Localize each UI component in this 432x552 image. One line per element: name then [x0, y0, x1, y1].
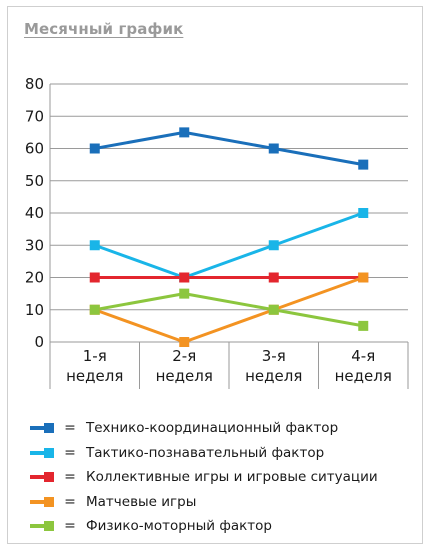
data-point	[268, 240, 279, 251]
legend-equals: =	[64, 420, 76, 437]
legend-label: Тактико-познавательный фактор	[86, 444, 325, 461]
legend-swatch	[30, 519, 54, 533]
data-point	[358, 208, 369, 218]
data-point	[358, 320, 369, 331]
y-tick-label: 10	[25, 301, 44, 319]
legend-equals: =	[64, 444, 76, 461]
x-tick-label: неделя	[245, 367, 302, 385]
legend-equals: =	[64, 493, 76, 510]
legend-swatch	[30, 470, 54, 484]
legend-equals: =	[64, 469, 76, 486]
y-tick-label: 70	[25, 107, 44, 125]
legend-swatch-line	[30, 475, 48, 480]
data-point	[89, 272, 100, 283]
y-tick-label: 50	[25, 172, 44, 190]
legend-swatch-marker	[44, 423, 54, 434]
series-line-3	[94, 276, 364, 344]
legend-swatch	[30, 495, 54, 509]
x-tick-label: 4-я	[351, 347, 375, 365]
x-tick-label: 1-я	[83, 347, 107, 365]
x-tick-label: неделя	[156, 367, 213, 385]
legend-item: = Коллективные игры и игровые ситуации	[30, 465, 410, 490]
series-line-0	[94, 130, 364, 167]
grid-layer	[50, 83, 408, 343]
data-point	[89, 304, 100, 315]
x-tick-label: 3-я	[262, 347, 286, 365]
y-tick-label: 0	[34, 333, 44, 351]
y-tick-label: 80	[25, 75, 44, 93]
legend-label: Коллективные игры и игровые ситуации	[86, 469, 378, 486]
data-point	[268, 272, 279, 283]
y-tick-label: 40	[25, 204, 44, 222]
legend-item: = Матчевые игры	[30, 490, 410, 515]
series-layer	[89, 127, 369, 347]
data-point	[89, 240, 100, 251]
y-tick-label: 60	[25, 140, 44, 158]
data-point	[179, 272, 190, 283]
legend-swatch	[30, 446, 54, 460]
x-tick-label: 2-я	[172, 347, 196, 365]
legend-swatch-line	[30, 524, 48, 529]
data-point	[358, 272, 369, 283]
x-tick-label: неделя	[335, 367, 392, 385]
legend-item: = Тактико-познавательный фактор	[30, 441, 410, 466]
legend-label: Физико-моторный фактор	[86, 518, 272, 535]
legend-label: Технико-координационный фактор	[86, 420, 339, 437]
data-point	[358, 159, 369, 170]
legend-item: = Технико-координационный фактор	[30, 416, 410, 441]
series-line-1	[94, 211, 364, 279]
legend-equals: =	[64, 518, 76, 535]
legend-swatch-line	[30, 499, 48, 504]
legend-swatch-line	[30, 450, 48, 455]
legend-label: Матчевые игры	[86, 493, 197, 510]
legend-swatch-marker	[44, 447, 54, 458]
legend-swatch-line	[30, 426, 48, 431]
x-tick-label: неделя	[66, 367, 123, 385]
axis-layer: 0 10 20 30 40 50 60 70 80 1-я неделя 2-я неделя 3-я не…	[25, 75, 409, 389]
series-line-4	[94, 292, 364, 328]
data-point	[179, 127, 190, 138]
data-point	[89, 143, 100, 154]
chart-legend: = Технико-координационный фактор = Тактико-…	[30, 416, 410, 539]
y-tick-label: 20	[25, 269, 44, 287]
y-tick-label: 30	[25, 236, 44, 254]
chart-frame	[7, 6, 423, 544]
legend-swatch	[30, 421, 54, 435]
data-point	[179, 337, 190, 347]
legend-swatch-marker	[44, 472, 54, 483]
legend-swatch-marker	[44, 496, 54, 507]
data-point	[268, 143, 279, 154]
legend-swatch-marker	[44, 521, 54, 532]
chart-title: Месячный график	[24, 20, 184, 38]
legend-item: = Физико-моторный фактор	[30, 514, 410, 539]
data-point	[268, 304, 279, 315]
data-point	[179, 288, 190, 299]
